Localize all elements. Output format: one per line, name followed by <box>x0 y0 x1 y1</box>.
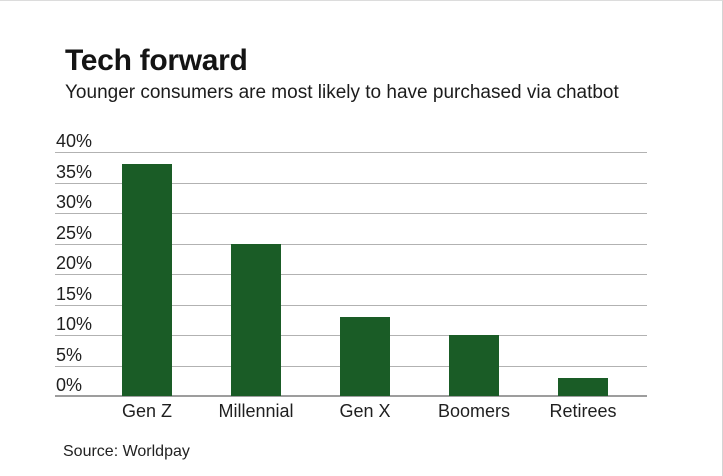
bar-millennial <box>231 243 281 396</box>
x-category-label-gen-x: Gen X <box>339 401 391 421</box>
y-tick-label: 15% <box>56 283 93 304</box>
y-tick-label: 5% <box>56 344 83 365</box>
y-tick-label: 40% <box>56 131 93 151</box>
gridline <box>55 304 647 306</box>
y-tick-label: 10% <box>56 314 93 334</box>
y-tick-label: 20% <box>56 253 93 273</box>
bar-boomers <box>449 335 499 396</box>
x-category-label-boomers: Boomers <box>437 401 511 421</box>
source-label: Source: Worldpay <box>63 443 190 460</box>
gridline <box>55 213 647 214</box>
x-axis-line <box>55 395 647 397</box>
gridline <box>55 274 647 275</box>
gridline <box>55 182 647 184</box>
chart-subtitle: Younger consumers are most likely to hav… <box>65 82 619 103</box>
x-category-label-gen-z: Gen Z <box>121 401 173 421</box>
gridline <box>55 243 647 245</box>
x-category-label-retirees: Retirees <box>549 401 617 421</box>
y-tick-label: 25% <box>56 222 93 243</box>
bar-gen-x <box>340 316 390 396</box>
x-category-label-millennial: Millennial <box>218 401 294 421</box>
bar-gen-z <box>122 164 172 396</box>
chart-title: Tech forward <box>65 44 248 77</box>
gridline <box>55 152 647 153</box>
y-tick-label: 0% <box>56 375 83 395</box>
y-tick-label: 30% <box>56 192 93 212</box>
bar-retirees <box>558 377 608 396</box>
y-tick-label: 35% <box>56 161 93 182</box>
